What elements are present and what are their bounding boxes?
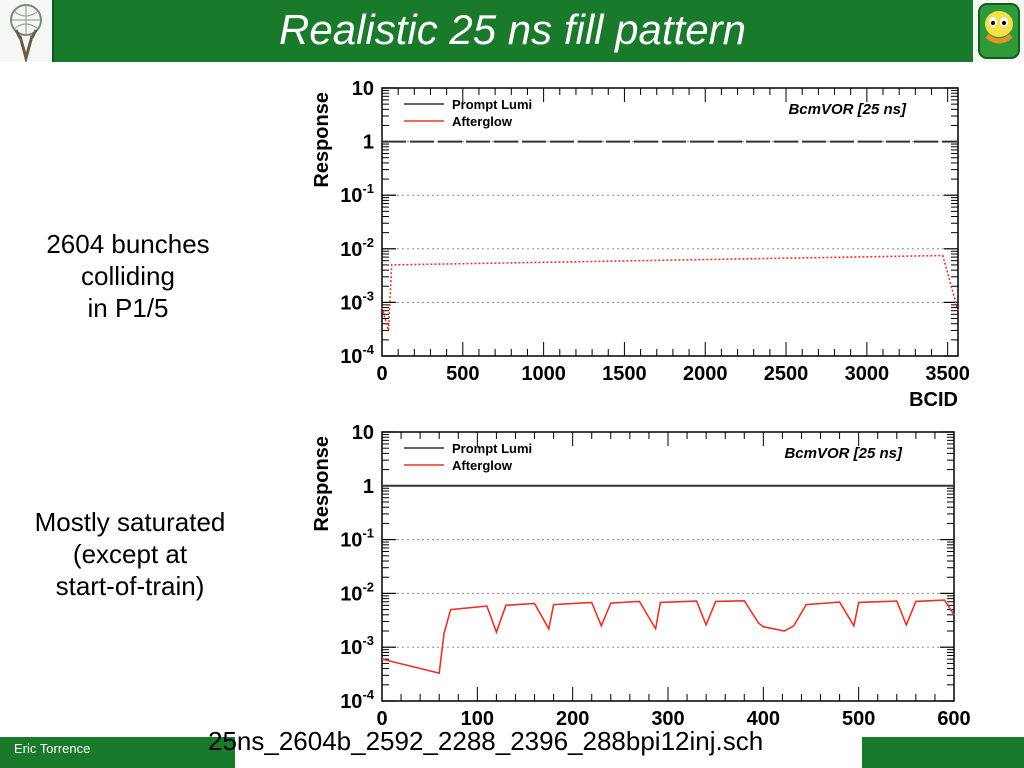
legend-label: Prompt Lumi: [452, 97, 532, 112]
x-tick-label: 500: [446, 363, 479, 385]
text-line: Mostly saturated: [34, 507, 226, 537]
x-tick-label: 2500: [764, 363, 809, 385]
legend-label: Afterglow: [452, 114, 513, 129]
plot-frame: [381, 87, 959, 357]
x-tick-label: 200: [556, 708, 589, 730]
y-tick-label: 1: [363, 476, 374, 498]
y-tick-label: 1: [363, 132, 374, 154]
x-tick-label: 0: [376, 708, 387, 730]
y-axis-title: Response: [311, 92, 333, 188]
y-tick-label: 10-1: [340, 181, 374, 207]
chart-title: BcmVOR [25 ns]: [788, 101, 907, 118]
chart-title: BcmVOR [25 ns]: [784, 445, 903, 462]
x-tick-label: 400: [747, 708, 780, 730]
author-name: Eric Torrence: [14, 741, 91, 756]
x-tick-label: 500: [842, 708, 875, 730]
x-tick-label: 3500: [925, 363, 970, 385]
x-axis-title: BCID: [909, 389, 958, 410]
atlas-logo: [0, 0, 54, 64]
zoomed-chart: 10110-110-210-310-40100200300400500600BC…: [265, 412, 990, 756]
text-line: start-of-train): [55, 571, 205, 601]
duck-mascot-icon: [978, 3, 1020, 59]
x-tick-label: 100: [461, 708, 494, 730]
x-tick-label: 1000: [521, 363, 566, 385]
mascot-logo: [973, 0, 1024, 62]
chart-svg: 10110-110-210-310-40100200300400500600BC…: [311, 422, 971, 756]
x-tick-label: 300: [651, 708, 684, 730]
bunches-description: 2604 bunches colliding in P1/5: [18, 228, 238, 324]
footer-center-panel: [235, 737, 862, 768]
saturation-description: Mostly saturated (except at start-of-tra…: [8, 506, 252, 602]
legend-label: Afterglow: [452, 458, 513, 473]
text-line: 2604 bunches: [46, 229, 210, 259]
x-tick-label: 0: [376, 363, 387, 385]
page-title: Realistic 25 ns fill pattern: [279, 6, 746, 53]
legend-label: Prompt Lumi: [452, 441, 532, 456]
afterglow-line: [381, 254, 959, 331]
y-tick-label: 10-4: [340, 342, 375, 368]
y-tick-label: 10-2: [340, 579, 374, 605]
x-tick-label: 2000: [683, 363, 728, 385]
filling-scheme-filename: 25ns_2604b_2592_2288_2396_288bpi12inj.sc…: [208, 726, 764, 756]
y-axis-title: Response: [311, 436, 333, 532]
y-tick-label: 10: [352, 78, 374, 100]
text-line: in P1/5: [87, 293, 169, 323]
y-tick-label: 10-3: [340, 288, 374, 314]
y-tick-label: 10-4: [340, 687, 375, 713]
title-bar: Realistic 25 ns fill pattern: [0, 0, 1024, 64]
x-tick-label: 3000: [845, 363, 890, 385]
x-tick-label: 1500: [602, 363, 647, 385]
afterglow-line: [381, 599, 955, 675]
atlas-figure-icon: [10, 4, 42, 64]
text-line: colliding: [81, 261, 175, 291]
x-tick-label: 600: [937, 708, 970, 730]
chart-svg: 10 1 10-1 10-2 10-3 10-40 500 1000 1500 2000 2500 3…: [311, 78, 970, 411]
full-orbit-chart: 10 1 10-1 10-2 10-3 10-4 0 500 1000 1500 2000 2500 3…: [300, 68, 990, 411]
y-tick-label: 10-2: [340, 235, 374, 261]
y-tick-label: 10-3: [340, 633, 374, 659]
y-tick-label: 10: [352, 422, 374, 444]
y-tick-label: 10-1: [340, 526, 374, 552]
text-line: (except at: [72, 539, 188, 569]
